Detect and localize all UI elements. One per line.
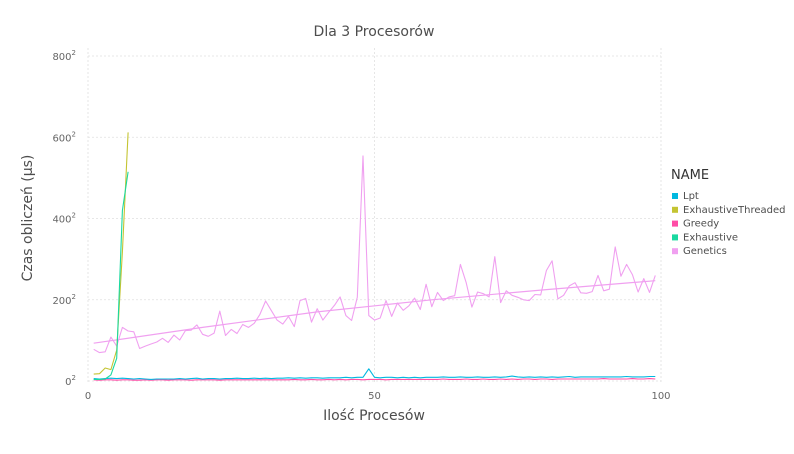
y-tick-label: 4002 — [52, 212, 76, 226]
legend-label: ExhaustiveThreaded — [683, 205, 786, 216]
legend-swatch — [672, 248, 678, 255]
legend-swatch — [672, 193, 678, 199]
series-line-lpt — [93, 368, 656, 380]
x-tick-label: 50 — [368, 391, 381, 402]
x-axis-label: Ilość Procesów — [323, 408, 425, 424]
x-ticks: 0 50 100 — [85, 391, 671, 402]
legend-items: Lpt ExhaustiveThreaded Greedy Exhaustive Gen… — [672, 191, 786, 257]
chart-title: Dla 3 Procesorów — [314, 24, 435, 40]
legend-label: Genetics — [683, 246, 727, 257]
y-tick-label: 8002 — [52, 49, 76, 63]
y-tick-label: 2002 — [52, 293, 76, 307]
legend-swatch — [672, 234, 678, 241]
y-axis-label: Czas obliczeń (μs) — [20, 155, 36, 282]
x-tick-label: 0 — [85, 391, 91, 402]
series-line-greedy — [93, 378, 656, 381]
legend-title: NAME — [671, 168, 709, 183]
series-line-exhaustive — [93, 171, 129, 380]
legend-swatch — [672, 220, 678, 227]
x-tick-label: 100 — [651, 391, 670, 402]
series-line-genetics-trend — [93, 280, 656, 344]
y-tick-label: 6002 — [52, 130, 76, 144]
legend-label: Exhaustive — [683, 232, 738, 243]
legend: NAME Lpt ExhaustiveThreaded Greedy Exhausti… — [671, 168, 786, 257]
grid — [87, 48, 662, 383]
y-tick-label: 02 — [65, 374, 76, 388]
series-line-genetics — [93, 155, 656, 354]
legend-label: Greedy — [683, 219, 719, 230]
legend-label: Lpt — [683, 191, 699, 202]
series-line-exhaustivethreaded — [93, 132, 129, 375]
y-ticks: 02 2002 4002 6002 8002 — [52, 49, 76, 388]
legend-swatch — [672, 206, 678, 213]
plot-area — [88, 48, 661, 383]
series-layer — [93, 132, 656, 381]
